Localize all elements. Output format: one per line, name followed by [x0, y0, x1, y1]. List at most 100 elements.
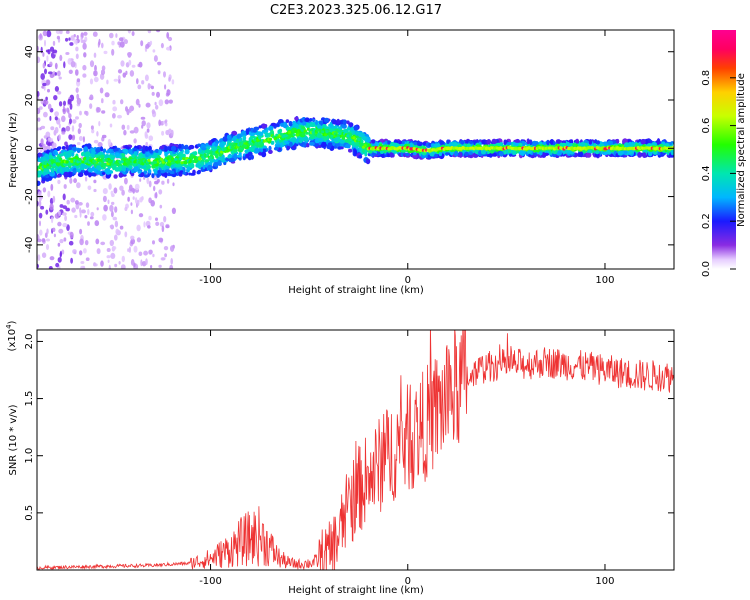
- spectrogram-noise-cell: [43, 111, 48, 118]
- spectrogram-noise-cell: [101, 134, 107, 139]
- y-tick-label: 2.0: [24, 333, 35, 349]
- spectrogram-noise-cell: [144, 74, 149, 82]
- spectrogram-band-cell: [229, 157, 235, 163]
- spectrogram-band-cell: [232, 148, 238, 153]
- spectrogram-noise-cell: [87, 208, 90, 215]
- spectrogram-band-cell: [491, 138, 498, 144]
- spectrogram-ridge-cell: [232, 143, 236, 147]
- spectrogram-noise-cell: [148, 180, 152, 188]
- spectrogram-band-cell: [358, 132, 364, 138]
- spectrogram-band-cell: [292, 123, 299, 128]
- spectrogram-band-cell: [480, 149, 487, 155]
- spectrogram-band-cell: [285, 119, 290, 123]
- spectrogram-noise-cell: [71, 135, 76, 141]
- spectrogram-ridge-cell: [197, 157, 202, 161]
- spectrogram-band-cell: [179, 170, 184, 174]
- spectrogram-band-cell: [652, 149, 658, 155]
- spectrogram-band-cell: [67, 150, 74, 154]
- spectrogram-band-cell: [398, 140, 402, 145]
- spectrogram-noise-cell: [42, 52, 45, 57]
- spectrogram-band-cell: [58, 153, 65, 157]
- spectrogram-noise-cell: [87, 185, 92, 191]
- spectrogram-band-cell: [306, 143, 310, 148]
- spectrogram-noise-cell: [70, 197, 76, 203]
- spectrogram-ridge-cell: [259, 141, 263, 145]
- spectrogram-band-cell: [68, 146, 72, 150]
- spectrogram-band-cell: [628, 141, 632, 145]
- spectrogram-band-cell: [322, 136, 327, 140]
- spectrogram-band-cell: [197, 143, 201, 148]
- spectrogram-band-cell: [179, 165, 183, 172]
- spectrogram-noise-cell: [43, 135, 48, 139]
- spectrogram-noise-cell: [106, 79, 109, 85]
- spectrogram-noise-cell: [102, 214, 107, 221]
- spectrogram-ridge-cell: [104, 158, 108, 162]
- spectrogram-noise-cell: [141, 120, 146, 127]
- spectrogram-ridge-cell: [180, 161, 184, 165]
- spectrogram-band-cell: [519, 150, 524, 156]
- spectrogram-noise-cell: [111, 48, 115, 56]
- spectrogram-noise-cell: [109, 204, 114, 212]
- spectrogram-band-cell: [189, 172, 196, 176]
- spectrogram-noise-cell: [43, 99, 49, 105]
- spectrogram-band-cell: [87, 143, 91, 150]
- spectrogram-band-cell: [335, 143, 341, 147]
- spectrogram-noise-cell: [141, 80, 145, 85]
- spectrogram-noise-cell: [70, 35, 75, 41]
- spectrogram-noise-cell: [83, 31, 88, 36]
- spectrogram-noise-cell: [168, 99, 173, 104]
- spectrogram-noise-cell: [40, 205, 45, 210]
- spectrogram-band-cell: [182, 171, 187, 175]
- spectrogram-noise-cell: [37, 127, 41, 131]
- spectrogram-noise-cell: [93, 263, 98, 267]
- spectrogram-ridge-cell: [70, 159, 74, 163]
- spectrogram-noise-cell: [69, 103, 73, 110]
- spectrogram-band-cell: [433, 143, 440, 148]
- spectrogram-noise-cell: [93, 70, 98, 77]
- spectrogram-band-cell: [56, 146, 61, 151]
- spectrogram-noise-cell: [80, 265, 85, 269]
- spectrogram-noise-cell: [43, 84, 46, 91]
- spectrogram-band-cell: [169, 170, 175, 175]
- spectrogram-band-cell: [340, 146, 344, 150]
- spectrogram-noise-cell: [145, 141, 148, 147]
- spectrogram-noise-cell: [147, 225, 151, 229]
- spectrogram-noise-cell: [129, 70, 135, 77]
- spectrogram-noise-cell: [63, 61, 66, 69]
- spectrogram-band-cell: [309, 141, 315, 146]
- spectrogram-band-cell: [159, 169, 165, 174]
- spectrogram-noise-cell: [62, 205, 68, 210]
- spectrogram-noise-cell: [121, 189, 125, 196]
- spectrogram-band-cell: [258, 125, 262, 129]
- spectrogram-noise-cell: [62, 107, 67, 115]
- spectrogram-noise-cell: [140, 40, 144, 47]
- spectrogram-noise-cell: [137, 84, 142, 90]
- spectrogram-noise-cell: [111, 201, 115, 205]
- spectrogram-x-axis: -100 0 100: [199, 30, 615, 286]
- y-tick-label: 0.5: [24, 505, 35, 521]
- spectrogram-noise-cell: [42, 187, 47, 193]
- spectrogram-noise-cell: [69, 231, 74, 239]
- spectrogram-noise-cell: [102, 195, 107, 203]
- spectrogram-band-cell: [541, 152, 547, 158]
- spectrogram-band-cell: [514, 139, 521, 143]
- spectrogram-band-cell: [460, 140, 465, 145]
- spectrogram-noise-cell: [44, 68, 47, 75]
- spectrogram-noise-cell: [130, 238, 135, 245]
- spectrogram-noise-cell: [75, 46, 79, 52]
- y-tick-label: 1.5: [24, 391, 35, 407]
- spectrogram-noise-cell: [147, 30, 152, 34]
- spectrogram-noise-cell: [112, 216, 118, 221]
- spectrogram-band-cell: [290, 136, 297, 143]
- spectrogram-band-cell: [640, 138, 646, 145]
- spectrogram-band-cell: [235, 140, 241, 144]
- spectrogram-band-cell: [593, 143, 597, 148]
- spectrogram-ridge-cell: [316, 128, 320, 132]
- spectrogram-band-cell: [244, 149, 250, 153]
- spectrogram-band-cell: [105, 174, 111, 179]
- spectrogram-band-cell: [496, 152, 500, 156]
- spectrogram-ridge-cell: [138, 160, 142, 164]
- spectrogram-band-cell: [348, 148, 353, 153]
- spectrogram-noise-cell: [95, 238, 100, 245]
- spectrogram-band-cell: [151, 164, 156, 169]
